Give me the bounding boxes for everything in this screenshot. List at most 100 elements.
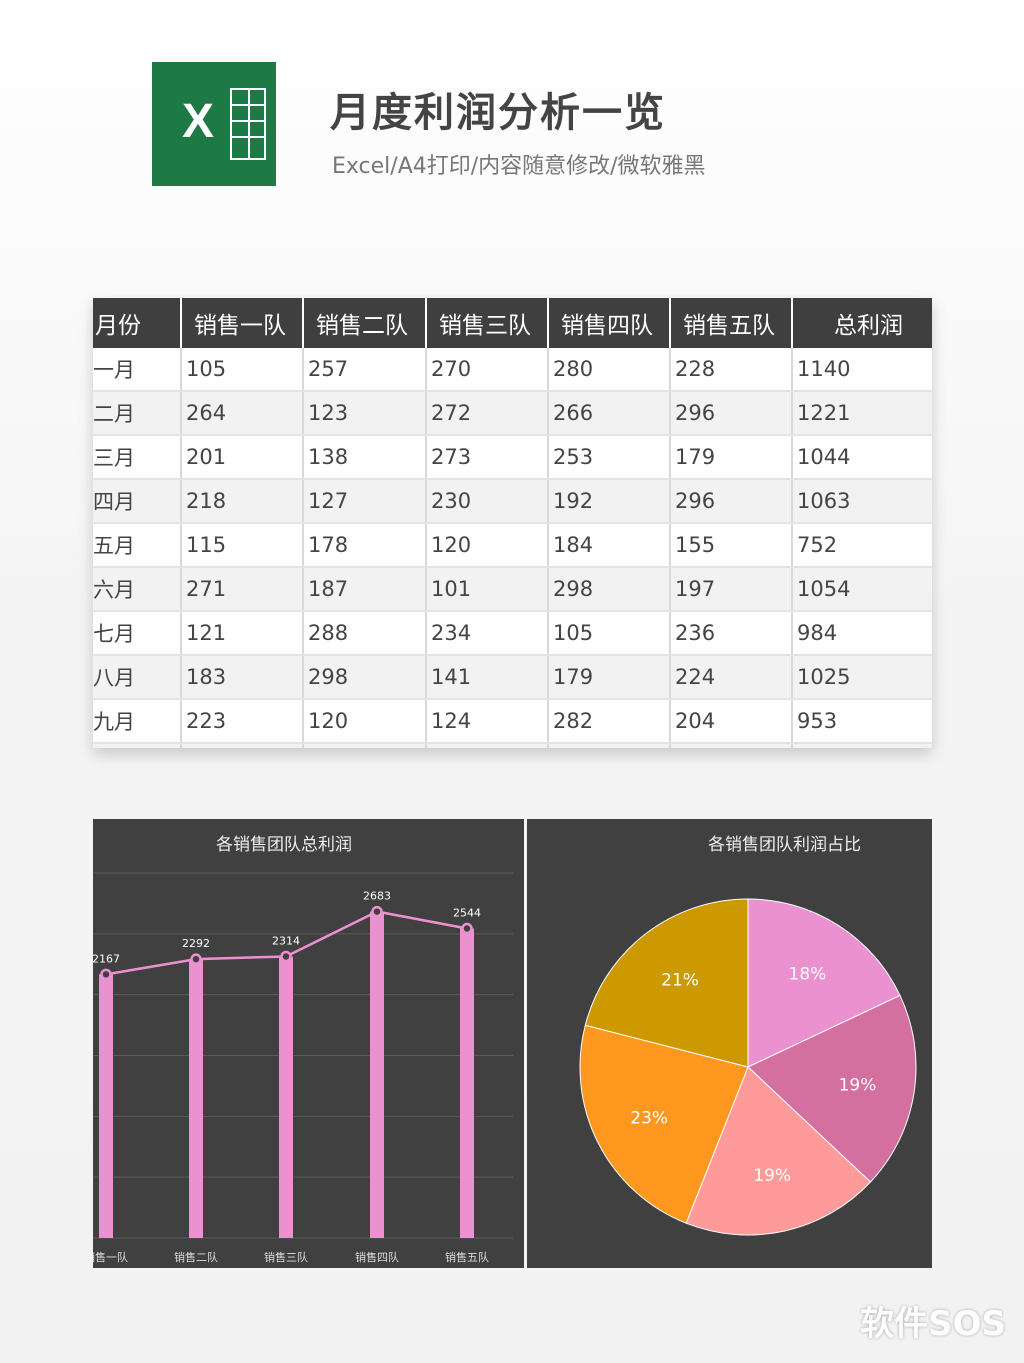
- value-cell: 288: [303, 611, 427, 656]
- pie-slice: [579, 1024, 749, 1224]
- pie-slice: [685, 1066, 872, 1236]
- bar: [370, 911, 384, 1238]
- category-label: 销售一队: [93, 1250, 128, 1264]
- line-point: [190, 953, 202, 965]
- bar-chart-panel: 2167 销售一队 2292 销售二队 2314 销售三队 2683 销售四队 2544 销售五队: [93, 819, 524, 1268]
- month-cell: 七月: [93, 611, 182, 656]
- data-label: 2314: [272, 934, 300, 947]
- value-cell: 192: [548, 479, 671, 524]
- value-cell: 123: [426, 743, 549, 748]
- line-point: [280, 950, 292, 963]
- value-cell: 266: [548, 391, 671, 436]
- table-row: 八月 183 298 141 179 224 1025: [93, 655, 932, 700]
- value-cell: 120: [426, 523, 549, 568]
- value-cell: 280: [548, 348, 671, 392]
- table-header-row: 月份 销售一队 销售二队 销售三队 销售四队 销售五队 总利润: [93, 298, 932, 348]
- value-cell: 752: [792, 523, 932, 568]
- month-cell: 四月: [93, 479, 182, 524]
- data-label: 2167: [93, 952, 120, 965]
- value-cell: 296: [670, 479, 793, 524]
- value-cell: 178: [303, 523, 427, 568]
- column-header: 销售五队: [670, 298, 793, 348]
- value-cell: 296: [670, 391, 793, 436]
- table-row: 九月 223 120 124 282 204 953: [93, 699, 932, 744]
- profit-table: 月份 销售一队 销售二队 销售三队 销售四队 销售五队 总利润 一月 105 257…: [93, 298, 932, 748]
- column-header: 销售三队: [426, 298, 549, 348]
- table-body: 一月 105 257 270 280 228 1140 二月 264 123 272 266 296 12…: [93, 348, 932, 748]
- pie-slice: [747, 994, 917, 1183]
- value-cell: 206: [303, 743, 427, 748]
- line-point: [371, 905, 383, 918]
- value-cell: 179: [670, 435, 793, 480]
- value-cell: 201: [181, 435, 304, 480]
- month-cell: 十月: [93, 743, 182, 748]
- pie-chart: 18% 19% 19% 23% 21%: [579, 898, 917, 1236]
- value-cell: 225: [181, 743, 304, 748]
- column-header: 总利润: [792, 298, 932, 348]
- value-cell: 115: [181, 523, 304, 568]
- value-cell: 140: [670, 743, 793, 748]
- value-cell: 197: [670, 567, 793, 612]
- value-cell: 121: [181, 611, 304, 656]
- pie-slice: [584, 898, 749, 1068]
- value-cell: 183: [181, 655, 304, 700]
- table-row: 一月 105 257 270 280 228 1140: [93, 348, 932, 392]
- month-cell: 一月: [93, 348, 182, 392]
- column-header: 月份: [93, 298, 182, 348]
- table-row: 十月225206123197140891: [93, 743, 932, 748]
- bar-chart-title: 各销售团队总利润: [216, 835, 352, 855]
- pie-chart-panel: 18% 19% 19% 23% 21%: [527, 819, 932, 1268]
- value-cell: 218: [181, 479, 304, 524]
- value-cell: 270: [426, 348, 549, 392]
- value-cell: 141: [426, 655, 549, 700]
- month-cell: 六月: [93, 567, 182, 612]
- value-cell: 298: [548, 567, 671, 612]
- value-cell: 1063: [792, 479, 932, 524]
- category-label: 销售二队: [174, 1250, 218, 1264]
- slice-label: 23%: [630, 1108, 668, 1128]
- category-label: 销售五队: [445, 1250, 489, 1264]
- month-cell: 三月: [93, 435, 182, 480]
- value-cell: 155: [670, 523, 793, 568]
- logo-letter: X: [182, 95, 215, 148]
- value-cell: 223: [181, 699, 304, 744]
- table-row: 七月 121 288 234 105 236 984: [93, 611, 932, 656]
- value-cell: 984: [792, 611, 932, 656]
- column-header: 销售二队: [303, 298, 427, 348]
- month-cell: 八月: [93, 655, 182, 700]
- value-cell: 224: [670, 655, 793, 700]
- month-cell: 二月: [93, 391, 182, 436]
- column-header: 销售一队: [181, 298, 304, 348]
- value-cell: 228: [670, 348, 793, 392]
- value-cell: 1025: [792, 655, 932, 700]
- excel-logo-icon: X: [152, 62, 276, 186]
- watermark: 软件SOS: [860, 1304, 1006, 1344]
- month-cell: 九月: [93, 699, 182, 744]
- value-cell: 273: [426, 435, 549, 480]
- data-label: 2292: [182, 937, 210, 950]
- table-row: 五月 115 178 120 184 155 752: [93, 523, 932, 568]
- line-point: [100, 968, 112, 981]
- bar: [189, 959, 203, 1238]
- value-cell: 101: [426, 567, 549, 612]
- value-cell: 1044: [792, 435, 932, 480]
- category-label: 销售三队: [264, 1250, 308, 1264]
- value-cell: 234: [426, 611, 549, 656]
- month-cell: 五月: [93, 523, 182, 568]
- data-label: 2683: [363, 890, 391, 903]
- value-cell: 138: [303, 435, 427, 480]
- page-title: 月度利润分析一览: [330, 90, 666, 136]
- value-cell: 187: [303, 567, 427, 612]
- slice-label: 19%: [753, 1166, 791, 1186]
- value-cell: 253: [548, 435, 671, 480]
- bar: [99, 974, 113, 1238]
- value-cell: 179: [548, 655, 671, 700]
- value-cell: 257: [303, 348, 427, 392]
- bar: [279, 956, 293, 1238]
- pie-slice: [747, 898, 901, 1068]
- value-cell: 271: [181, 567, 304, 612]
- value-cell: 184: [548, 523, 671, 568]
- value-cell: 123: [303, 391, 427, 436]
- value-cell: 1221: [792, 391, 932, 436]
- value-cell: 1140: [792, 348, 932, 392]
